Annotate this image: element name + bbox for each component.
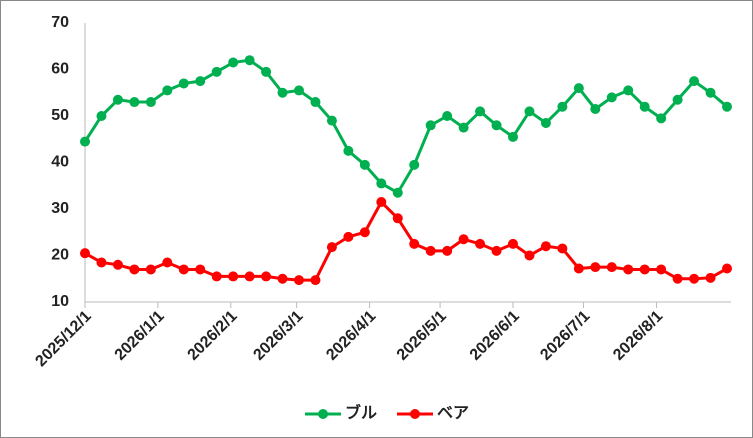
- data-point: [392, 213, 403, 224]
- data-point: [310, 275, 321, 286]
- data-point: [656, 264, 667, 275]
- data-point: [491, 120, 502, 131]
- data-point: [508, 238, 518, 249]
- data-point: [244, 55, 255, 66]
- data-point: [409, 159, 420, 170]
- data-point: [112, 259, 123, 270]
- data-point: [261, 271, 272, 282]
- data-point: [722, 263, 732, 274]
- y-tick-label: 20: [51, 247, 69, 264]
- legend-marker: [410, 409, 420, 419]
- legend-marker: [318, 409, 328, 419]
- data-point: [96, 257, 107, 268]
- data-point: [376, 178, 387, 189]
- data-point: [129, 264, 140, 275]
- data-point: [623, 85, 634, 96]
- data-point: [722, 101, 732, 112]
- data-point: [590, 262, 601, 273]
- data-point: [458, 122, 469, 133]
- data-point: [277, 87, 288, 98]
- data-point: [162, 85, 173, 96]
- legend-label: ベア: [437, 405, 469, 422]
- y-tick-label: 40: [51, 154, 69, 171]
- data-point: [145, 264, 156, 275]
- data-point: [376, 197, 387, 208]
- data-point: [178, 78, 189, 89]
- data-point: [228, 57, 239, 68]
- data-point: [294, 275, 304, 286]
- data-point: [491, 245, 502, 256]
- data-point: [80, 136, 90, 147]
- data-point: [359, 227, 370, 238]
- y-tick-label: 10: [51, 293, 69, 310]
- data-point: [705, 272, 716, 283]
- data-point: [195, 76, 206, 87]
- series-line: [84, 199, 728, 282]
- y-tick-label: 70: [51, 14, 69, 31]
- data-point: [705, 87, 716, 98]
- data-point: [96, 111, 107, 121]
- legend-label: ブル: [345, 403, 377, 422]
- data-point: [606, 262, 617, 273]
- data-point: [689, 76, 700, 87]
- data-point: [540, 117, 551, 128]
- data-point: [689, 273, 700, 284]
- data-point: [112, 94, 123, 105]
- data-point: [409, 238, 420, 249]
- data-point: [178, 264, 189, 275]
- data-point: [639, 101, 650, 112]
- data-point: [129, 97, 140, 108]
- data-point: [672, 94, 683, 105]
- data-point: [524, 106, 535, 117]
- data-point: [326, 115, 337, 126]
- data-point: [442, 245, 453, 256]
- data-point: [392, 187, 403, 198]
- data-point: [310, 97, 321, 108]
- data-point: [294, 85, 304, 96]
- data-point: [573, 263, 584, 274]
- data-point: [590, 104, 601, 115]
- data-point: [557, 101, 568, 112]
- data-point: [557, 243, 568, 254]
- data-point: [623, 264, 634, 275]
- data-point: [425, 120, 436, 131]
- data-point: [672, 273, 683, 284]
- y-tick-label: 50: [51, 107, 69, 124]
- data-point: [442, 111, 453, 121]
- data-point: [524, 250, 535, 261]
- data-point: [145, 97, 156, 108]
- data-point: [211, 271, 222, 282]
- data-point: [343, 145, 354, 156]
- data-point: [228, 271, 239, 282]
- data-point: [80, 248, 90, 259]
- data-point: [326, 242, 337, 253]
- data-point: [639, 264, 650, 275]
- data-point: [359, 159, 370, 170]
- data-point: [458, 234, 469, 245]
- data-point: [508, 131, 518, 142]
- data-point: [343, 231, 354, 242]
- y-tick-label: 30: [51, 200, 69, 217]
- data-point: [162, 257, 173, 268]
- series-line: [83, 58, 728, 195]
- data-point: [261, 66, 272, 77]
- data-point: [606, 92, 617, 103]
- data-point: [425, 245, 436, 256]
- data-point: [277, 273, 288, 284]
- data-point: [475, 106, 486, 117]
- y-tick-label: 60: [51, 61, 69, 78]
- data-point: [540, 241, 551, 252]
- data-point: [244, 271, 255, 282]
- data-point: [573, 83, 584, 94]
- data-point: [195, 264, 206, 275]
- data-point: [211, 66, 222, 77]
- data-point: [656, 113, 667, 124]
- data-point: [475, 238, 486, 249]
